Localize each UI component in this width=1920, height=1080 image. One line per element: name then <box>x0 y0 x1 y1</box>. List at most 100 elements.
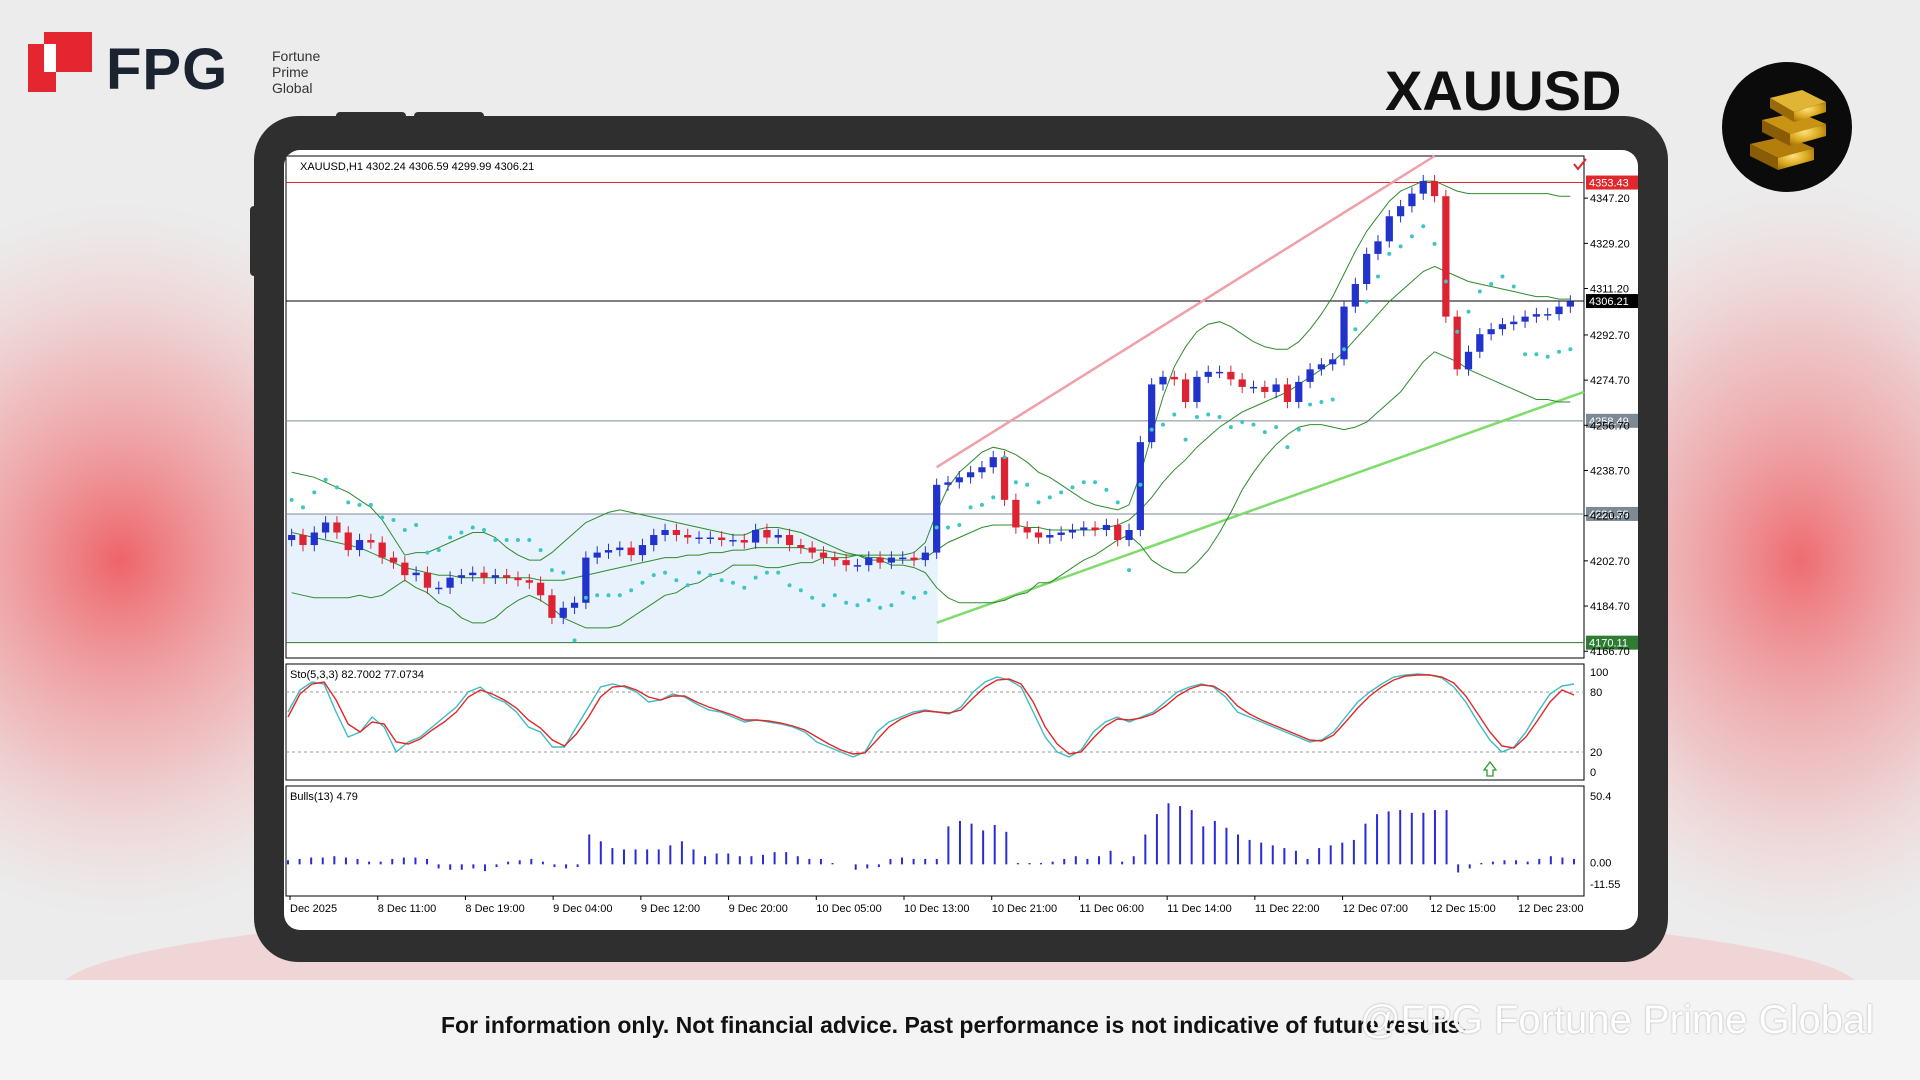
candle-body <box>921 552 929 561</box>
parabolic-sar-dot <box>1489 282 1494 287</box>
candle-body <box>627 547 635 556</box>
parabolic-sar-dot <box>957 522 962 527</box>
candle-body <box>650 535 658 546</box>
parabolic-sar-dot <box>312 490 317 495</box>
parabolic-sar-dot <box>334 485 339 490</box>
candle-body <box>1442 196 1450 317</box>
candle-body <box>367 540 375 543</box>
candle-body <box>1046 535 1054 538</box>
candle-body <box>899 557 907 560</box>
candle-body <box>808 547 816 553</box>
parabolic-sar-dot <box>1183 437 1188 442</box>
parabolic-sar-dot <box>1138 482 1143 487</box>
bulls-tick-label: 50.4 <box>1590 791 1611 803</box>
y-tick-label: 4166.70 <box>1590 646 1630 658</box>
parabolic-sar-dot <box>436 548 441 553</box>
parabolic-sar-dot <box>1500 274 1505 279</box>
candle-body <box>525 580 533 583</box>
candle-body <box>1238 379 1246 387</box>
parabolic-sar-dot <box>515 538 520 543</box>
parabolic-sar-dot <box>798 588 803 593</box>
bulls-tick-label: 0.00 <box>1590 857 1611 869</box>
candle-body <box>1283 384 1292 402</box>
price-chart[interactable]: 4353.43 4306.21 4258.49 4221.39 4170.11 4347.… <box>284 150 1638 930</box>
candle-body <box>819 552 828 558</box>
candle-body <box>536 582 545 596</box>
consolidation-range-box <box>287 513 938 643</box>
candle-body <box>1159 376 1167 385</box>
parabolic-sar-dot <box>482 527 487 532</box>
parabolic-sar-dot <box>1160 422 1165 427</box>
y-tick-label: 4256.70 <box>1590 420 1630 432</box>
candle-body <box>978 467 986 473</box>
candle-body <box>853 565 862 567</box>
parabolic-sar-dot <box>844 600 849 605</box>
parabolic-sar-dot <box>459 530 464 535</box>
candle-body <box>1385 216 1393 242</box>
candle-body <box>457 575 466 578</box>
candle-body <box>593 552 601 558</box>
parabolic-sar-dot <box>878 605 883 610</box>
candle-body <box>955 477 963 483</box>
support-trendline <box>936 390 1585 625</box>
parabolic-sar-dot <box>1104 487 1109 492</box>
y-tick-label: 4274.70 <box>1590 375 1630 387</box>
price-level-label: 4258.49 <box>1589 416 1629 428</box>
candle-body <box>1125 529 1133 541</box>
candle-body <box>684 535 692 538</box>
parabolic-sar-dot <box>1398 244 1403 249</box>
x-tick-label: 11 Dec 06:00 <box>1079 903 1144 915</box>
parabolic-sar-dot <box>1342 347 1347 352</box>
candle-body <box>1193 376 1201 402</box>
stochastic-level-label: 80 <box>1590 687 1602 699</box>
parabolic-sar-dot <box>1466 309 1471 314</box>
candle-body <box>604 550 613 553</box>
parabolic-sar-dot <box>1432 241 1437 246</box>
candle-body <box>933 484 941 553</box>
parabolic-sar-dot <box>742 585 747 590</box>
fpg-logo-icon <box>28 32 92 92</box>
parabolic-sar-dot <box>606 593 611 598</box>
parabolic-sar-dot <box>1285 445 1290 450</box>
candle-body <box>570 602 579 608</box>
candle-body <box>288 535 296 541</box>
parabolic-sar-dot <box>1240 420 1245 425</box>
candle-body <box>1317 364 1326 370</box>
candle-body <box>785 535 794 546</box>
stochastic-label: Sto(5,3,3) 82.7002 77.0734 <box>290 669 424 681</box>
chart-screen: 4353.43 4306.21 4258.49 4221.39 4170.11 4347.… <box>284 150 1638 930</box>
watermark-text: @FPG Fortune Prime Global <box>1360 998 1875 1042</box>
parabolic-sar-dot <box>697 570 702 575</box>
bollinger-upper <box>291 180 1571 561</box>
parabolic-sar-dot <box>685 583 690 588</box>
price-level-tag <box>1586 175 1638 190</box>
candle-body <box>865 557 873 566</box>
candle-body <box>321 522 330 533</box>
candle-body <box>1000 457 1009 500</box>
parabolic-sar-dot <box>1296 427 1301 432</box>
parabolic-sar-dot <box>1206 412 1211 417</box>
price-level-label: 4353.43 <box>1589 178 1629 190</box>
candle-body <box>1102 524 1111 530</box>
candle-body <box>1329 359 1337 365</box>
x-tick-label: 8 Dec 11:00 <box>378 903 437 915</box>
parabolic-sar-dot <box>1194 415 1199 420</box>
stochastic-pane <box>285 663 1585 781</box>
candle-body <box>1430 181 1439 197</box>
parabolic-sar-dot <box>1375 274 1380 279</box>
candle-body <box>333 522 341 533</box>
candle-body <box>559 607 567 618</box>
parabolic-sar-dot <box>357 502 362 507</box>
parabolic-sar-dot <box>1228 425 1233 430</box>
parabolic-sar-dot <box>1443 279 1448 284</box>
parabolic-sar-dot <box>617 593 622 598</box>
candle-body <box>638 545 647 556</box>
brand-sub-line: Fortune <box>272 48 321 64</box>
candle-body <box>503 575 511 578</box>
parabolic-sar-dot <box>402 527 407 532</box>
parabolic-sar-dot <box>663 570 668 575</box>
candle-body <box>774 535 782 538</box>
y-tick-label: 4329.20 <box>1590 238 1630 250</box>
parabolic-sar-dot <box>1262 430 1267 435</box>
candle-body <box>582 557 590 603</box>
